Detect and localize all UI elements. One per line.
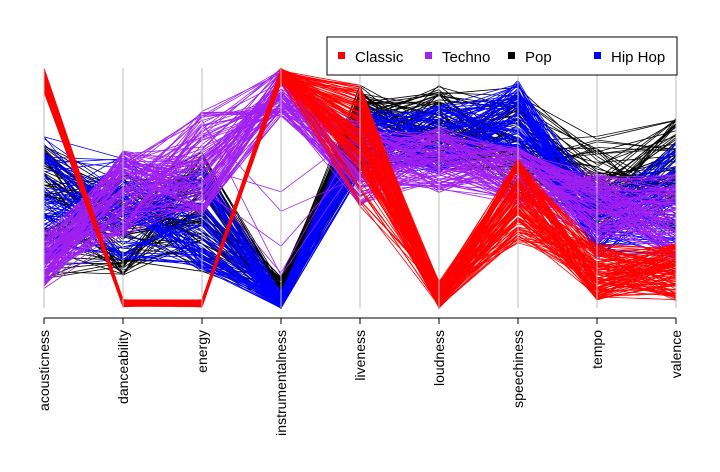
- axis-label-liveness: liveness: [352, 330, 368, 381]
- legend-label-techno: Techno: [442, 49, 490, 66]
- legend-label-hiphop: Hip Hop: [611, 49, 665, 66]
- axis-label-loudness: loudness: [431, 330, 447, 386]
- legend-label-pop: Pop: [525, 49, 552, 66]
- legend-key-hiphop: [594, 52, 601, 59]
- legend-key-pop: [508, 52, 515, 59]
- axis-label-speechiness: speechiness: [510, 330, 526, 408]
- legend-key-techno: [425, 52, 432, 59]
- axis-label-acousticness: acousticness: [36, 330, 52, 411]
- axis-label-danceability: danceability: [115, 330, 131, 404]
- legend-label-classic: Classic: [355, 49, 404, 66]
- legend-key-classic: [338, 52, 345, 59]
- axis-label-tempo: tempo: [589, 330, 605, 369]
- axes-group: acousticness danceability energy instrument…: [36, 68, 684, 436]
- axis-label-energy: energy: [194, 330, 210, 373]
- legend: Classic Techno Pop Hip Hop: [326, 36, 678, 76]
- axis-label-valence: valence: [668, 330, 684, 378]
- axis-label-instrumentalness: instrumentalness: [273, 330, 289, 436]
- legend-box: [326, 36, 678, 76]
